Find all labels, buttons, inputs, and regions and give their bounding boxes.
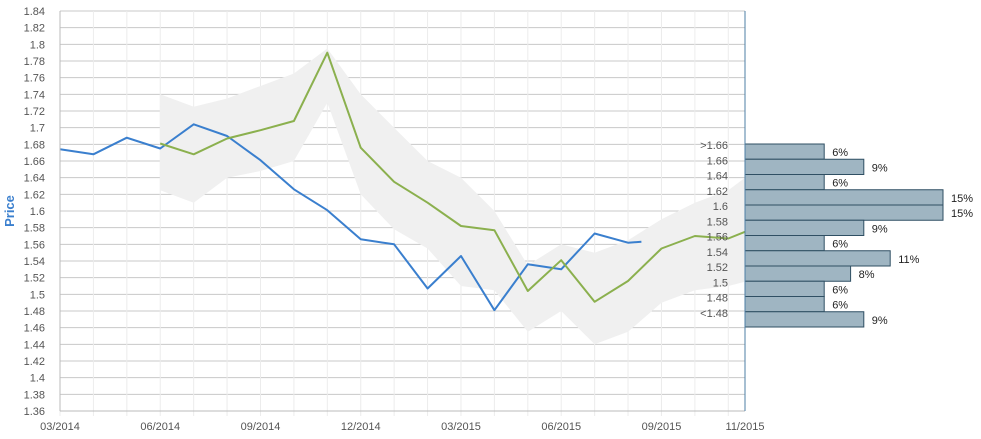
histogram-percent-label: 6% [832, 300, 848, 312]
histogram-bar [744, 219, 865, 236]
y-tick-label: 1.84 [24, 6, 45, 18]
x-tick-label: 06/2015 [541, 421, 581, 433]
x-gridlines [59, 11, 729, 416]
axes [59, 11, 746, 412]
histogram-bin-label: 1.64 [707, 171, 728, 183]
y-tick-label: 1.38 [24, 389, 45, 401]
x-tick-label: 09/2015 [642, 421, 682, 433]
y-tick-label: 1.36 [24, 406, 45, 418]
histogram-bin-label: 1.54 [707, 247, 728, 259]
histogram-bar [744, 250, 891, 267]
x-tick-label: 11/2015 [726, 421, 765, 433]
histogram-bar [744, 296, 825, 313]
y-tick-label: 1.62 [24, 189, 45, 201]
x-tick-labels: 03/2014 06/2014 09/2014 12/2014 03/2015 06/20… [40, 421, 764, 433]
y-tick-label: 1.8 [30, 39, 45, 51]
y-tick-label: 1.48 [24, 306, 45, 318]
y-tick-label: 1.78 [24, 56, 45, 68]
histogram-bar [744, 265, 852, 282]
histogram-bar [744, 311, 865, 328]
histogram-bar [744, 280, 825, 297]
histogram-percent-label: 6% [832, 239, 848, 251]
y-tick-label: 1.82 [24, 23, 45, 35]
histogram-percent-label: 15% [951, 208, 973, 220]
histogram-bar [744, 143, 825, 160]
histogram-percent-label: 6% [832, 178, 848, 190]
y-tick-label: 1.4 [30, 373, 45, 385]
y-tick-labels: 1.36 1.38 1.4 1.42 1.44 1.46 1.48 1.5 1.52 1.54 1.… [24, 6, 45, 418]
histogram-percent-label: 9% [872, 315, 888, 327]
histogram-percent-label: 6% [832, 147, 848, 159]
y-tick-label: 1.52 [24, 273, 45, 285]
y-tick-label: 1.76 [24, 73, 45, 85]
histogram-percent-label: 11% [898, 254, 919, 266]
histogram-bin-label: 1.48 [707, 293, 728, 305]
y-tick-label: 1.7 [30, 123, 45, 135]
series-line-2 [159, 51, 746, 303]
y-tick-label: 1.5 [30, 289, 45, 301]
histogram-percent-label: 15% [951, 193, 973, 205]
forecast-band [160, 48, 745, 345]
histogram-bin-label: 1.56 [707, 232, 728, 244]
y-tick-label: 1.64 [24, 173, 45, 185]
histogram-percent-label: 8% [859, 269, 875, 281]
x-tick-label: 09/2014 [241, 421, 281, 433]
x-tick-label: 12/2014 [341, 421, 381, 433]
histogram-bar [744, 204, 944, 221]
histogram-percent-label: 6% [832, 284, 848, 296]
y-tick-label: 1.44 [24, 339, 45, 351]
histogram-bar [744, 235, 825, 252]
histogram-bar [744, 174, 825, 191]
histogram-bin-label: 1.5 [713, 277, 728, 289]
forecast-band-area [160, 48, 745, 345]
histogram-percent-label: 9% [872, 162, 888, 174]
x-tick-label: 06/2014 [140, 421, 180, 433]
histogram-bin-label: 1.66 [707, 155, 728, 167]
y-tick-label: 1.46 [24, 323, 45, 335]
series-line-1 [59, 123, 642, 312]
y-axis-label: Price [2, 195, 17, 227]
y-tick-label: 1.56 [24, 239, 45, 251]
series-lines [59, 51, 746, 312]
histogram-bin-label: 1.52 [707, 262, 728, 274]
histogram-bin-label: <1.48 [700, 308, 728, 320]
y-tick-label: 1.42 [24, 356, 45, 368]
x-tick-label: 03/2014 [40, 421, 80, 433]
y-tick-label: 1.72 [24, 106, 45, 118]
y-tick-label: 1.54 [24, 256, 45, 268]
x-tick-label: 03/2015 [441, 421, 481, 433]
y-tick-label: 1.66 [24, 156, 45, 168]
y-tick-label: 1.68 [24, 139, 45, 151]
y-tick-label: 1.58 [24, 223, 45, 235]
histogram-percent-label: 9% [872, 223, 888, 235]
histogram-bar [744, 189, 944, 206]
histogram-bin-label: >1.66 [700, 140, 728, 152]
histogram-bin-label: 1.6 [713, 201, 728, 213]
y-tick-label: 1.74 [24, 89, 45, 101]
histogram-bar [744, 158, 865, 175]
histogram-bin-label: 1.62 [707, 186, 728, 198]
histogram-bin-label: 1.58 [707, 216, 728, 228]
y-tick-label: 1.6 [30, 206, 45, 218]
